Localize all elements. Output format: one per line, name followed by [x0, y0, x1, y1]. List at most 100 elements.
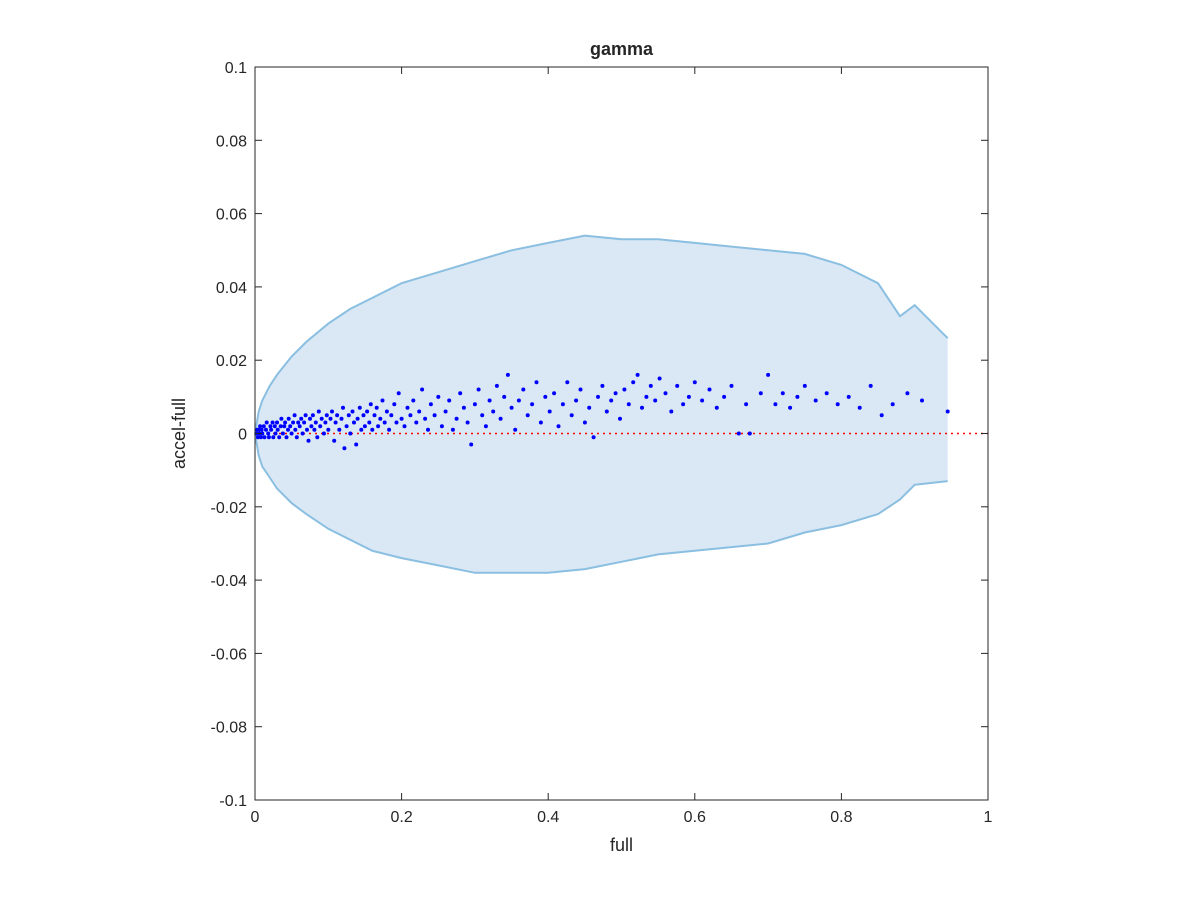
data-point — [297, 424, 302, 429]
band-lower-line — [254, 433, 948, 574]
data-point — [465, 420, 470, 425]
data-point — [538, 420, 543, 425]
data-point — [269, 427, 274, 432]
data-point — [376, 424, 381, 429]
data-point — [420, 387, 425, 392]
data-point — [795, 394, 800, 399]
data-point — [824, 391, 829, 396]
data-point — [405, 405, 410, 410]
data-point — [387, 427, 392, 432]
data-point — [396, 391, 401, 396]
data-point — [256, 427, 261, 432]
data-point — [591, 435, 596, 440]
data-point — [483, 424, 488, 429]
data-point — [305, 427, 309, 432]
data-point — [264, 420, 269, 425]
data-point — [432, 413, 437, 418]
data-point — [321, 431, 326, 436]
data-point — [310, 413, 315, 418]
data-point — [552, 391, 557, 396]
x-tick-label: 0.8 — [830, 809, 852, 826]
data-point — [722, 394, 727, 399]
data-point — [346, 413, 351, 418]
y-tick-label: 0.02 — [216, 353, 247, 370]
data-point — [516, 398, 521, 403]
data-point — [487, 398, 492, 403]
data-point — [663, 391, 668, 396]
x-tick-label: 0.2 — [390, 809, 412, 826]
chart-title: gamma — [590, 39, 654, 59]
data-point — [454, 416, 459, 421]
data-point — [747, 431, 752, 436]
data-point — [279, 416, 284, 421]
data-point — [587, 405, 592, 410]
data-point — [337, 427, 342, 432]
data-point — [491, 409, 496, 414]
data-point — [758, 391, 763, 396]
y-tick-label: -0.08 — [211, 720, 248, 737]
data-point — [675, 383, 680, 388]
confidence-band — [254, 234, 949, 574]
data-point — [313, 420, 318, 425]
data-point — [380, 398, 385, 403]
data-point — [284, 435, 289, 440]
data-point — [342, 446, 347, 451]
data-point — [303, 413, 308, 418]
data-point — [498, 416, 503, 421]
x-axis-ticks: 0 0.2 0.4 0.6 0.8 1 — [251, 67, 993, 826]
data-point — [714, 405, 719, 410]
x-tick-label: 0.4 — [537, 809, 559, 826]
data-point — [596, 394, 600, 399]
data-point — [534, 380, 539, 385]
data-point — [330, 409, 334, 414]
data-point — [618, 416, 622, 421]
data-point — [417, 409, 422, 414]
data-point — [669, 409, 674, 414]
data-point — [530, 402, 535, 407]
y-axis-ticks: -0.1 -0.08 -0.06 -0.04 -0.02 0 0.02 0.04 0.06 0.0… — [211, 60, 988, 810]
data-point — [326, 427, 331, 432]
data-point — [350, 409, 355, 414]
data-point — [280, 431, 285, 436]
data-point — [283, 420, 288, 425]
data-point — [681, 402, 686, 407]
data-point — [857, 405, 862, 410]
data-point — [458, 391, 463, 396]
data-point — [700, 398, 705, 403]
data-point — [359, 427, 364, 432]
data-point — [262, 435, 267, 440]
data-point — [450, 427, 455, 432]
data-point — [428, 402, 433, 407]
data-point — [408, 413, 413, 418]
data-point — [378, 416, 383, 421]
data-points — [254, 372, 950, 451]
data-point — [292, 413, 297, 418]
data-point — [300, 431, 305, 436]
data-point — [604, 409, 609, 414]
data-point — [266, 431, 271, 436]
data-point — [411, 398, 416, 403]
data-point — [333, 420, 338, 425]
data-point — [582, 420, 587, 425]
data-point — [525, 413, 530, 418]
band-upper-line — [254, 234, 949, 434]
data-point — [296, 420, 301, 425]
y-tick-label: 0.08 — [216, 133, 247, 150]
data-point — [729, 383, 734, 388]
data-point — [565, 380, 570, 385]
data-point — [692, 380, 697, 385]
data-point — [640, 405, 644, 410]
data-point — [574, 398, 579, 403]
data-point — [306, 438, 311, 443]
data-point — [370, 427, 375, 432]
data-point — [316, 409, 321, 414]
data-point — [744, 402, 749, 407]
data-point — [505, 372, 510, 377]
data-point — [846, 394, 851, 399]
data-point — [509, 405, 514, 410]
data-point — [560, 402, 565, 407]
data-point — [323, 420, 328, 425]
data-point — [736, 431, 741, 436]
data-point — [355, 416, 360, 421]
